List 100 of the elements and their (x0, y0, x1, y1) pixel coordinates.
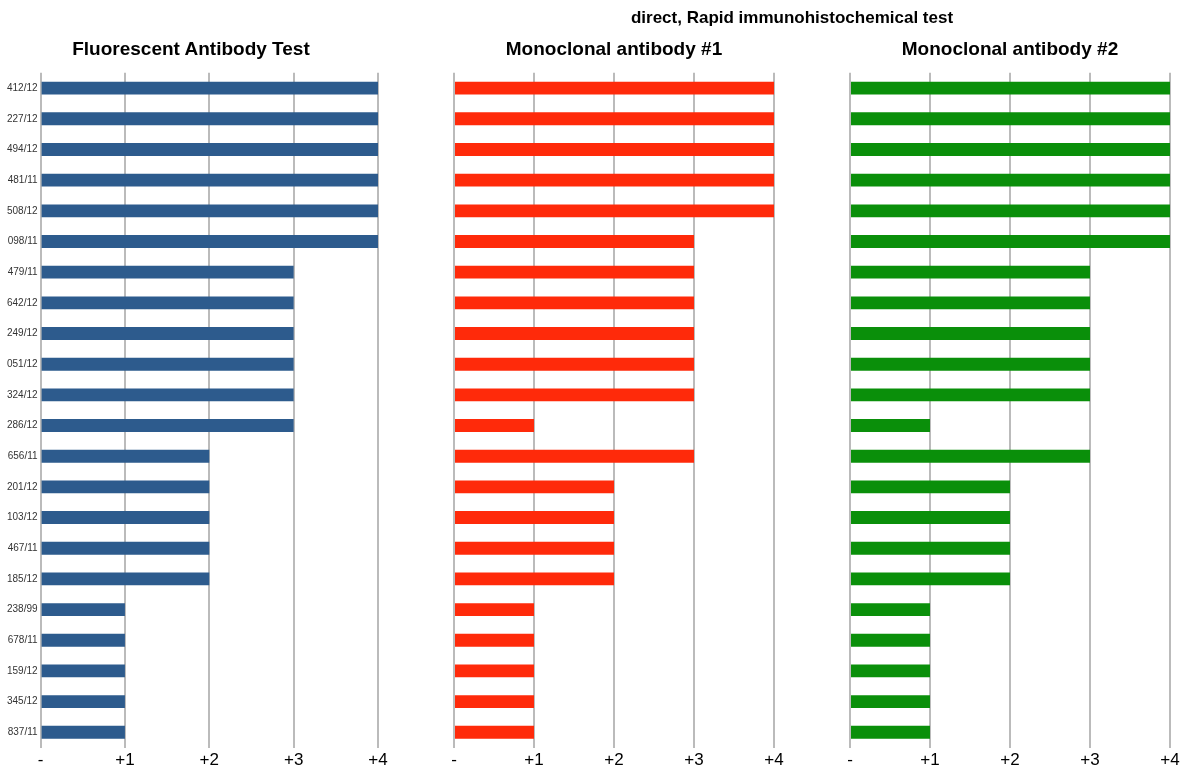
x-tick-label: +3 (684, 750, 704, 770)
y-tick-label: 238/99 (6, 603, 39, 615)
bar (41, 511, 210, 524)
bar (455, 235, 694, 248)
bar (851, 419, 930, 432)
bar (455, 81, 774, 95)
bar (455, 143, 774, 156)
bar (851, 296, 1090, 310)
bar (41, 296, 294, 310)
y-tick-label: 227/12 (6, 112, 39, 124)
x-tick-label: +3 (1080, 750, 1100, 770)
y-tick-label: 412/12 (6, 81, 39, 93)
chart-title: Monoclonal antibody #2 (901, 37, 1119, 59)
bar (41, 449, 210, 463)
bar (455, 572, 614, 586)
y-tick-label: 508/12 (6, 204, 39, 216)
x-tick-label: +4 (368, 750, 388, 770)
bar (41, 633, 125, 647)
y-tick-label: 185/12 (6, 572, 39, 584)
bar (851, 572, 1010, 586)
bar (455, 204, 774, 218)
bar (41, 725, 125, 739)
x-tick-label: +2 (1000, 750, 1020, 770)
bar (851, 664, 930, 678)
y-tick-label: 345/12 (6, 695, 39, 707)
bar (851, 603, 930, 617)
bar (455, 541, 614, 555)
bar (41, 419, 294, 432)
y-tick-label: 098/11 (7, 235, 39, 247)
bar (41, 112, 378, 126)
y-tick-label: 837/11 (7, 726, 39, 738)
y-tick-label: 678/11 (7, 634, 39, 645)
bar (851, 327, 1090, 340)
y-tick-label: 479/11 (7, 265, 39, 277)
bar (455, 725, 534, 739)
bar (851, 235, 1170, 248)
bar (41, 541, 210, 555)
y-tick-label: 201/12 (6, 480, 39, 492)
x-tick-label: +3 (283, 750, 304, 770)
bar (851, 143, 1170, 156)
bar (455, 449, 694, 463)
bar (455, 265, 694, 279)
bar (851, 112, 1170, 126)
x-tick-label: - (451, 750, 457, 770)
bar (455, 480, 614, 494)
bar (455, 603, 534, 617)
bar (41, 388, 294, 402)
bar (455, 357, 694, 371)
bar (455, 173, 774, 187)
bar (455, 664, 534, 678)
x-tick-label: +1 (920, 750, 940, 770)
bar (851, 173, 1170, 187)
x-tick-label: +1 (115, 750, 135, 770)
bar (455, 633, 534, 647)
bar (851, 265, 1090, 279)
bar (455, 695, 534, 709)
y-tick-label: 324/12 (6, 388, 39, 400)
y-tick-label: 103/12 (6, 511, 39, 523)
bar (41, 235, 378, 248)
y-tick-label: 159/12 (6, 664, 39, 676)
bar (851, 81, 1170, 95)
bar (41, 143, 378, 156)
bar (851, 449, 1090, 463)
y-tick-label: 286/12 (6, 419, 39, 431)
x-tick-label: +4 (764, 750, 784, 770)
bar (851, 480, 1010, 494)
bar (455, 511, 614, 524)
bar (851, 511, 1010, 524)
bar (41, 173, 378, 187)
x-tick-label: +2 (604, 750, 624, 770)
bar (41, 603, 125, 617)
chart-subtitle: direct, Rapid immunohistochemical test (629, 8, 955, 28)
bar (455, 419, 534, 432)
y-tick-label: 051/12 (6, 357, 39, 369)
y-tick-label: 494/12 (6, 143, 39, 155)
bar (851, 357, 1090, 371)
bar (851, 541, 1010, 555)
bar (41, 265, 294, 279)
chart-title: Monoclonal antibody #1 (505, 37, 723, 59)
bar (851, 204, 1170, 218)
chart-title: Fluorescent Antibody Test (72, 37, 311, 59)
bar (41, 664, 125, 678)
bar (455, 327, 694, 340)
bar (455, 296, 694, 310)
bar (851, 388, 1090, 402)
bar (41, 695, 125, 709)
bar (851, 725, 930, 739)
bar (851, 695, 930, 709)
y-tick-label: 467/11 (7, 541, 39, 553)
bar (851, 633, 930, 647)
x-tick-label: - (37, 750, 44, 770)
bar (41, 81, 378, 95)
bar (41, 204, 378, 218)
y-tick-label: 481/11 (7, 173, 39, 185)
y-tick-label: 642/12 (6, 296, 39, 308)
x-tick-label: +2 (199, 750, 219, 770)
bar (41, 357, 294, 371)
bar (41, 572, 210, 586)
bar (41, 480, 210, 494)
y-tick-label: 656/11 (7, 449, 39, 461)
